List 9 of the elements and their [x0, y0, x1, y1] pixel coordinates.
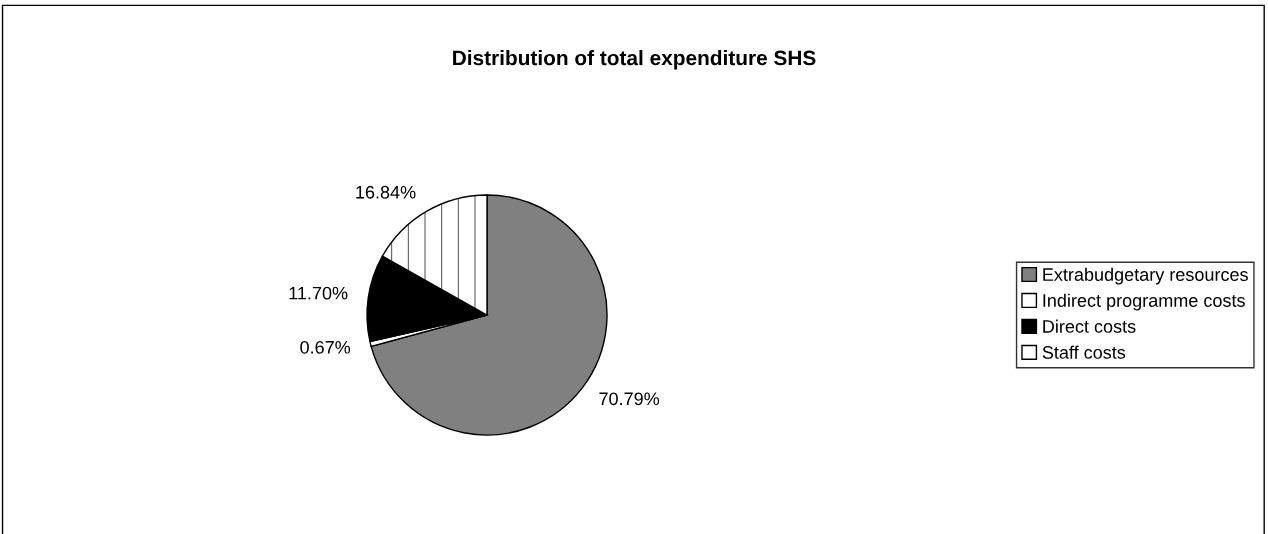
- data-label: 16.84%: [356, 185, 416, 199]
- chart-title: Distribution of total expenditure SHS: [453, 50, 816, 70]
- data-label: 0.67%: [300, 340, 351, 354]
- data-label: 70.79%: [599, 392, 660, 406]
- legend-label: Indirect programme costs: [1043, 293, 1245, 311]
- legend-label: Staff costs: [1042, 345, 1126, 359]
- legend-label: Direct costs: [1043, 319, 1136, 333]
- legend-label: Extrabudgetary resources: [1043, 267, 1248, 285]
- data-label: 11.70%: [289, 286, 348, 300]
